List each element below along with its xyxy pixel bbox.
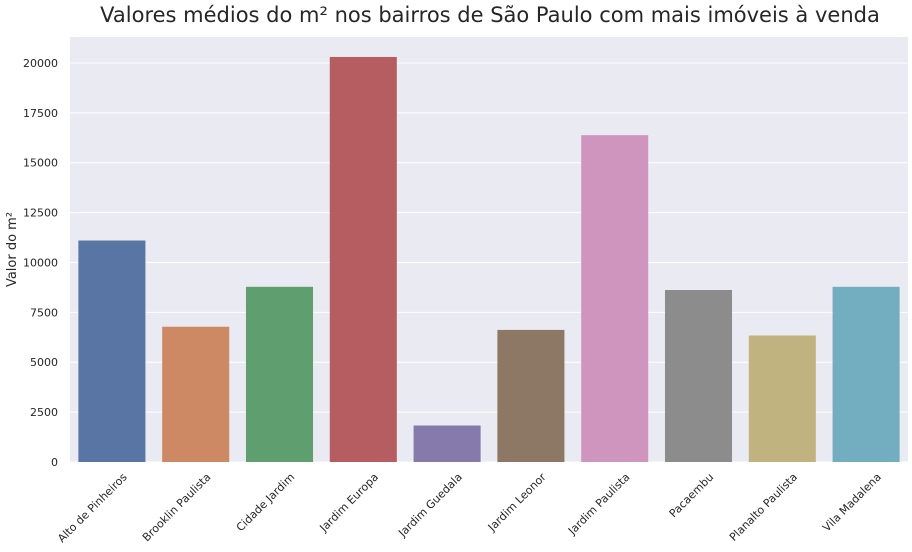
x-tick-label: Vila Madalena bbox=[820, 471, 884, 535]
x-tick-label: Jardim Leonor bbox=[485, 470, 549, 534]
y-tick-label: 12500 bbox=[23, 207, 58, 220]
y-tick-label: 10000 bbox=[23, 256, 58, 269]
y-axis-label: Valor do m² bbox=[5, 212, 20, 287]
x-tick-label: Jardim Paulista bbox=[565, 471, 632, 538]
bar bbox=[413, 425, 481, 462]
y-tick-label: 20000 bbox=[23, 57, 58, 70]
x-tick-label: Jardim Guedala bbox=[395, 471, 465, 541]
bar bbox=[497, 329, 565, 462]
bar bbox=[748, 335, 816, 462]
x-tick-label: Pacaembu bbox=[667, 471, 717, 521]
x-tick-label: Cidade Jardim bbox=[234, 471, 297, 534]
y-tick-label: 5000 bbox=[30, 356, 58, 369]
bar bbox=[664, 290, 733, 462]
x-tick-label: Alto de Pinheiros bbox=[55, 470, 130, 545]
chart-title: Valores médios do m² nos bairros de São … bbox=[100, 3, 880, 27]
x-tick-label: Brooklin Paulista bbox=[140, 471, 214, 545]
x-tick-label: Jardim Europa bbox=[317, 471, 382, 536]
x-axis-ticks: Alto de Pinheiros Brooklin Paulista Cidade… bbox=[55, 470, 884, 545]
y-tick-label: 0 bbox=[51, 456, 58, 469]
bar bbox=[832, 286, 900, 462]
y-tick-label: 17500 bbox=[23, 107, 58, 120]
bar bbox=[78, 240, 146, 462]
y-axis-ticks: 0 2500 5000 7500 10000 12500 15000 17500 20000 bbox=[23, 57, 58, 469]
bar bbox=[162, 326, 230, 462]
bar bbox=[329, 56, 397, 462]
bar bbox=[245, 286, 314, 462]
bar bbox=[581, 135, 649, 463]
y-tick-label: 7500 bbox=[30, 306, 58, 319]
bars bbox=[78, 56, 900, 463]
y-tick-label: 2500 bbox=[30, 406, 58, 419]
y-tick-label: 15000 bbox=[23, 157, 58, 170]
x-tick-label: Planalto Paulista bbox=[727, 471, 800, 544]
